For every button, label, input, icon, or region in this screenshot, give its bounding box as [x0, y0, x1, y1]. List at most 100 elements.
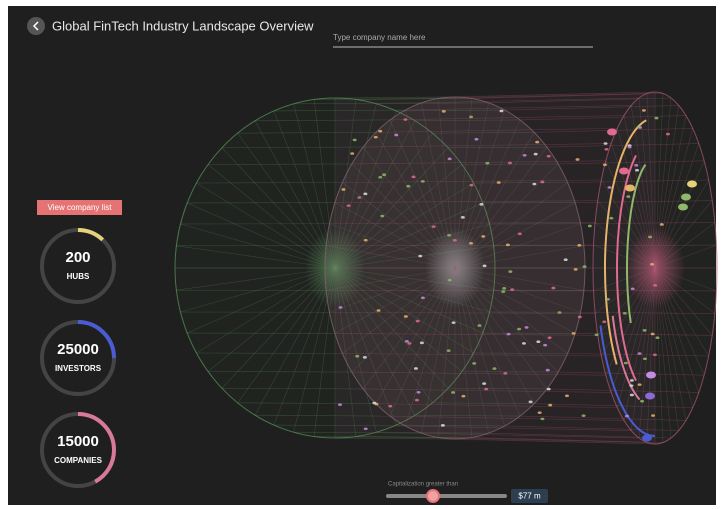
node-dot — [388, 405, 392, 408]
node-dot — [451, 391, 455, 394]
node-dot — [623, 312, 627, 315]
node-dot — [629, 384, 633, 387]
node-dot — [417, 391, 421, 394]
node-dot — [497, 181, 501, 184]
node-dot — [380, 215, 384, 218]
node-dot — [588, 225, 592, 228]
node-dot — [507, 333, 511, 336]
node-dot — [638, 352, 642, 355]
node-dot — [421, 180, 425, 183]
node-dot — [651, 414, 655, 417]
node-dot — [643, 329, 647, 332]
hub-dot — [625, 185, 635, 192]
node-dot — [653, 353, 657, 356]
node-dot — [654, 117, 658, 120]
node-dot — [347, 204, 351, 207]
node-dot — [448, 279, 452, 282]
hub-dot — [646, 372, 656, 379]
node-dot — [357, 196, 361, 199]
node-dot — [341, 188, 345, 191]
node-dot — [635, 169, 639, 172]
node-dot — [355, 355, 359, 358]
node-dot — [557, 311, 561, 314]
node-dot — [508, 162, 512, 165]
node-dot — [364, 427, 368, 430]
node-dot — [403, 118, 407, 121]
slider-knob[interactable] — [427, 490, 439, 502]
node-dot — [477, 324, 481, 327]
stat-value: 25000 — [57, 341, 99, 358]
node-dot — [546, 369, 550, 372]
node-dot — [338, 403, 342, 406]
search-placeholder[interactable]: Type company name here — [333, 33, 426, 42]
node-dot — [608, 186, 612, 189]
node-dot — [651, 333, 655, 336]
node-dot — [472, 362, 476, 365]
back-button[interactable] — [27, 17, 45, 35]
node-dot — [363, 193, 367, 196]
node-dot — [602, 320, 606, 323]
node-dot — [510, 288, 514, 291]
app: Global FinTech Industry Landscape Overvi… — [0, 0, 721, 509]
node-dot — [377, 309, 381, 312]
node-dot — [637, 126, 641, 129]
node-dot — [609, 217, 613, 220]
node-dot — [412, 176, 416, 179]
node-dot — [339, 306, 343, 309]
node-dot — [363, 356, 367, 359]
node-dot — [414, 367, 418, 370]
node-dot — [655, 336, 659, 339]
node-dot — [469, 184, 473, 187]
node-dot — [442, 110, 446, 113]
node-dot — [574, 268, 578, 271]
node-dot — [447, 234, 451, 237]
node-dot — [603, 163, 607, 166]
node-dot — [648, 236, 652, 239]
node-dot — [626, 195, 630, 198]
hub-dot — [678, 204, 688, 211]
node-dot — [416, 320, 420, 323]
cylinder-visualization — [175, 92, 717, 444]
node-dot — [604, 148, 608, 151]
node-dot — [372, 402, 376, 405]
node-dot — [432, 225, 436, 228]
node-dot — [441, 424, 445, 427]
node-dot — [536, 340, 540, 343]
node-dot — [523, 154, 527, 157]
node-dot — [532, 183, 536, 186]
node-dot — [577, 244, 581, 247]
node-dot — [382, 173, 386, 176]
node-dot — [394, 134, 398, 137]
node-dot — [461, 395, 465, 398]
node-dot — [517, 328, 521, 331]
node-dot — [469, 116, 473, 119]
node-dot — [421, 296, 425, 299]
node-dot — [485, 162, 489, 165]
node-dot — [578, 316, 582, 319]
node-dot — [534, 153, 538, 156]
node-dot — [583, 265, 587, 268]
hub-dot — [687, 181, 697, 188]
node-dot — [492, 367, 496, 370]
node-dot — [650, 263, 654, 266]
node-dot — [582, 414, 586, 417]
node-dot — [484, 388, 488, 391]
node-dot — [415, 399, 419, 402]
node-dot — [634, 164, 638, 167]
node-dot — [353, 139, 357, 142]
node-dot — [643, 357, 647, 360]
node-dot — [350, 152, 354, 155]
node-dot — [638, 383, 642, 386]
node-dot — [407, 342, 411, 345]
node-dot — [576, 158, 580, 161]
node-dot — [625, 415, 629, 418]
node-dot — [525, 326, 529, 329]
node-dot — [624, 362, 628, 365]
node-dot — [506, 244, 510, 247]
slider-label: Capitalization greater than — [388, 482, 458, 488]
node-dot — [448, 158, 452, 161]
node-dot — [406, 185, 410, 188]
node-dot — [481, 235, 485, 238]
node-dot — [565, 394, 569, 397]
node-dot — [660, 223, 664, 226]
